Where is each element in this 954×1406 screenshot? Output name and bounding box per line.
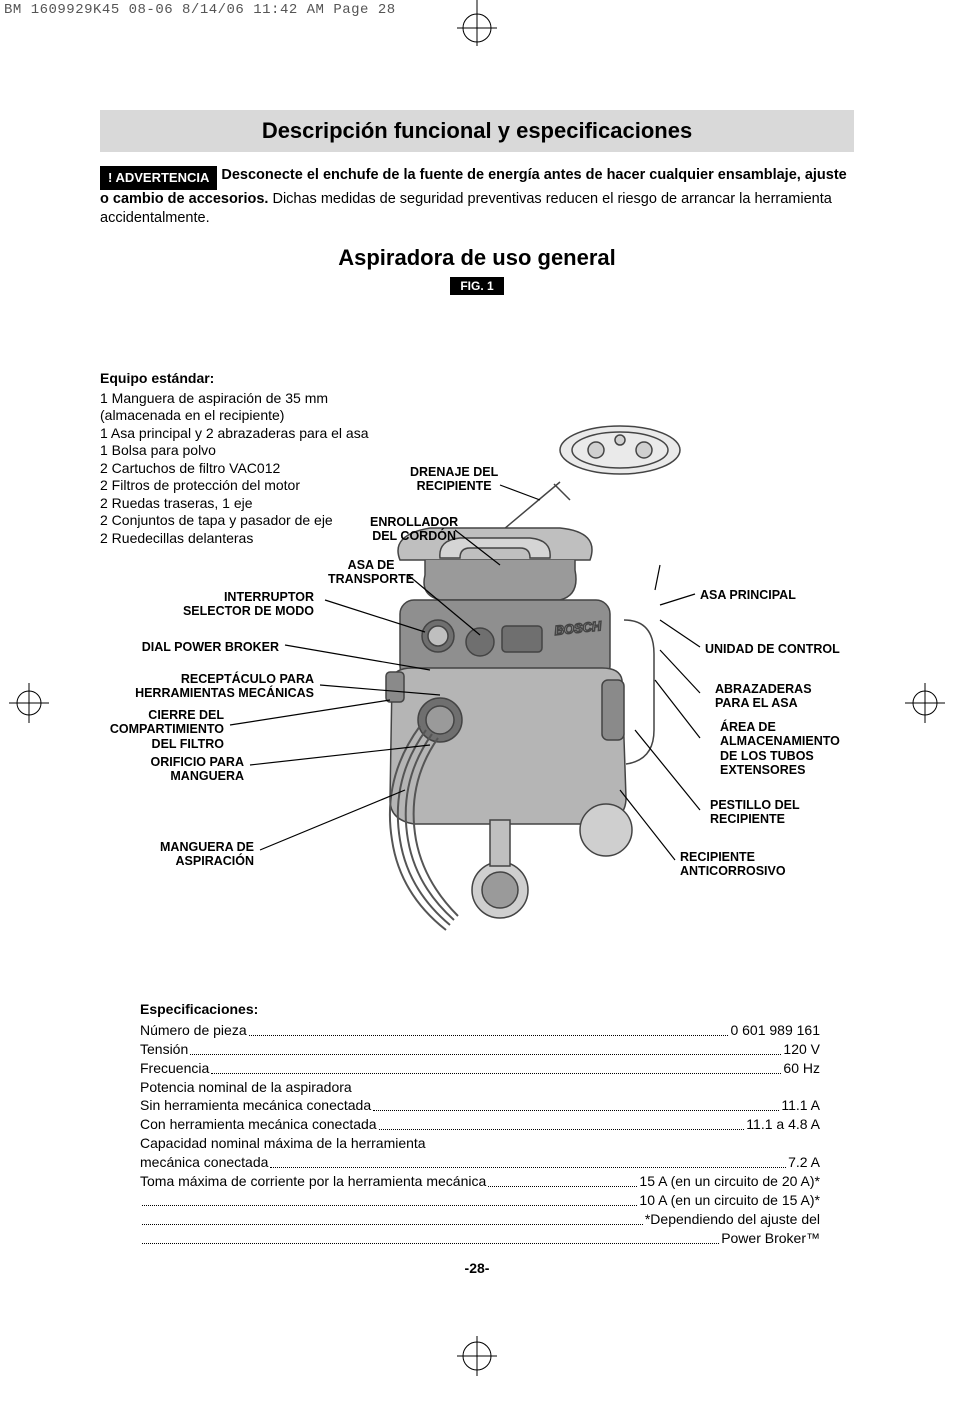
- spec-value: 0 601 989 161: [730, 1021, 820, 1040]
- label-recipiente: RECIPIENTE ANTICORROSIVO: [680, 850, 786, 879]
- diagram-area: BOSCH: [100, 390, 854, 980]
- label-cierre: CIERRE DEL COMPARTIMIENTO DEL FILTRO: [110, 708, 224, 751]
- label-pestillo: PESTILLO DEL RECIPIENTE: [710, 798, 800, 827]
- spec-value: 11.1 a 4.8 A: [746, 1115, 820, 1134]
- warning-paragraph: ! ADVERTENCIA Desconecte el enchufe de l…: [100, 166, 854, 229]
- spec-row: Sin herramienta mecánica conectada 11.1 A: [140, 1096, 820, 1115]
- page-content: Descripción funcional y especificaciones…: [100, 110, 854, 299]
- label-dial: DIAL POWER BROKER: [142, 640, 279, 654]
- spec-dots: [142, 1229, 719, 1244]
- spec-row: mecánica conectada 7.2 A: [140, 1153, 820, 1172]
- spec-value: 11.1 A: [781, 1096, 820, 1115]
- spec-row: Power Broker™: [140, 1229, 820, 1248]
- spec-label: Con herramienta mecánica conectada: [140, 1115, 377, 1134]
- section-title: Descripción funcional y especificaciones: [100, 110, 854, 152]
- label-asa-transporte: ASA DE TRANSPORTE: [328, 558, 414, 587]
- spec-dots: [190, 1040, 781, 1055]
- spec-row: Tensión 120 V: [140, 1040, 820, 1059]
- label-orificio: ORIFICIO PARA MANGUERA: [150, 755, 244, 784]
- label-drenaje: DRENAJE DEL RECIPIENTE: [410, 465, 498, 494]
- label-receptaculo: RECEPTÁCULO PARA HERRAMIENTAS MECÁNICAS: [135, 672, 314, 701]
- spec-row: Frecuencia 60 Hz: [140, 1059, 820, 1078]
- label-abrazaderas: ABRAZADERAS PARA EL ASA: [715, 682, 812, 711]
- spec-dots: [249, 1021, 729, 1036]
- spec-row: Número de pieza 0 601 989 161: [140, 1021, 820, 1040]
- label-manguera: MANGUERA DE ASPIRACIÓN: [160, 840, 254, 869]
- warning-badge: ! ADVERTENCIA: [100, 166, 217, 190]
- label-unidad: UNIDAD DE CONTROL: [705, 642, 840, 656]
- spec-dots: [379, 1115, 745, 1130]
- spec-value: 60 Hz: [783, 1059, 820, 1078]
- page-number: -28-: [100, 1260, 854, 1276]
- crop-mark-top: [447, 0, 507, 58]
- spec-value: 7.2 A: [788, 1153, 820, 1172]
- spec-value: *Dependiendo del ajuste del: [645, 1210, 820, 1229]
- specs-header: Especificaciones:: [140, 1000, 820, 1019]
- spec-label: Toma máxima de corriente por la herramie…: [140, 1172, 486, 1191]
- label-interruptor: INTERRUPTOR SELECTOR DE MODO: [183, 590, 314, 619]
- spec-value: Power Broker™: [721, 1229, 820, 1248]
- label-area: ÁREA DE ALMACENAMIENTO DE LOS TUBOS EXTE…: [720, 720, 840, 778]
- spec-label: Frecuencia: [140, 1059, 209, 1078]
- subsection-title: Aspiradora de uso general: [100, 245, 854, 271]
- label-asa-principal: ASA PRINCIPAL: [700, 588, 796, 602]
- figure-badge: FIG. 1: [450, 277, 503, 295]
- spec-row: Con herramienta mecánica conectada 11.1 a…: [140, 1115, 820, 1134]
- spec-row: 10 A (en un circuito de 15 A)*: [140, 1191, 820, 1210]
- crop-mark-bottom: [447, 1326, 507, 1386]
- spec-label: Tensión: [140, 1040, 188, 1059]
- equipment-header: Equipo estándar:: [100, 370, 369, 388]
- spec-row: *Dependiendo del ajuste del: [140, 1210, 820, 1229]
- spec-value: 15 A (en un circuito de 20 A)*: [639, 1172, 820, 1191]
- crop-mark-left: [4, 678, 54, 728]
- spec-dots: [142, 1210, 643, 1225]
- spec-row: Capacidad nominal máxima de la herramien…: [140, 1134, 820, 1153]
- spec-label: mecánica conectada: [140, 1153, 268, 1172]
- spec-row: Potencia nominal de la aspiradora: [140, 1078, 820, 1097]
- spec-value: 120 V: [783, 1040, 820, 1059]
- spec-dots: [211, 1059, 781, 1074]
- spec-label: Potencia nominal de la aspiradora: [140, 1078, 352, 1097]
- specifications: Especificaciones: Número de pieza 0 601 9…: [140, 1000, 820, 1248]
- spec-dots: [488, 1172, 637, 1187]
- spec-dots: [373, 1096, 779, 1111]
- print-header: BM 1609929K45 08-06 8/14/06 11:42 AM Pag…: [4, 2, 396, 18]
- spec-row: Toma máxima de corriente por la herramie…: [140, 1172, 820, 1191]
- spec-label: Sin herramienta mecánica conectada: [140, 1096, 371, 1115]
- spec-dots: [270, 1153, 786, 1168]
- spec-label: Número de pieza: [140, 1021, 247, 1040]
- label-enrollador: ENROLLADOR DEL CORDÓN: [370, 515, 458, 544]
- spec-label: Capacidad nominal máxima de la herramien…: [140, 1134, 426, 1153]
- crop-mark-right: [900, 678, 950, 728]
- spec-dots: [142, 1191, 637, 1206]
- spec-value: 10 A (en un circuito de 15 A)*: [639, 1191, 820, 1210]
